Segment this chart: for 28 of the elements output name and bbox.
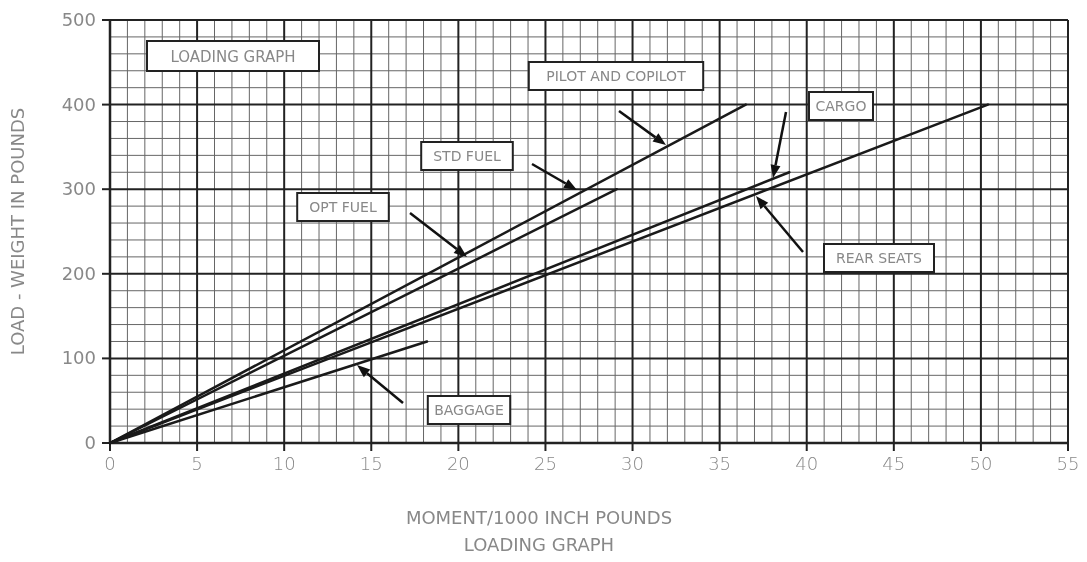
x-tick-label: 35	[708, 453, 732, 474]
y-tick-label: 100	[61, 347, 96, 369]
annotation: STD FUEL	[433, 148, 501, 164]
x-tick-label: 55	[1056, 453, 1080, 474]
x-tick-label: 40	[795, 453, 819, 474]
y-axis-title: LOAD - WEIGHT IN POUNDS	[7, 107, 28, 356]
annotation: LOADING GRAPH	[170, 48, 296, 66]
x-tick-label: 5	[191, 453, 203, 474]
annotation: BAGGAGE	[434, 402, 504, 418]
x-tick-label: 0	[104, 453, 116, 474]
y-tick-label: 0	[84, 432, 96, 453]
x-tick-label: 50	[969, 453, 993, 474]
text: LOADING GRAPH	[463, 534, 615, 555]
x-tick-label: 30	[621, 453, 644, 474]
x-tick-label: 20	[446, 453, 470, 474]
y-tick-label: 400	[61, 93, 96, 115]
annotation: OPT FUEL	[309, 199, 377, 215]
x-axis-title: MOMENT/1000 INCH POUNDS	[405, 507, 673, 528]
x-tick-label: 25	[534, 453, 557, 474]
y-tick-label: 500	[61, 9, 96, 30]
y-tick-label: 300	[61, 178, 96, 200]
annotation: PILOT AND COPILOT	[546, 68, 687, 84]
annotation: REAR SEATS	[836, 250, 923, 266]
annotation: CARGO	[815, 98, 867, 114]
y-tick-label: 200	[61, 262, 96, 284]
x-tick-label: 15	[359, 453, 383, 474]
x-tick-label: 10	[272, 453, 296, 474]
x-tick-label: 45	[882, 453, 906, 474]
